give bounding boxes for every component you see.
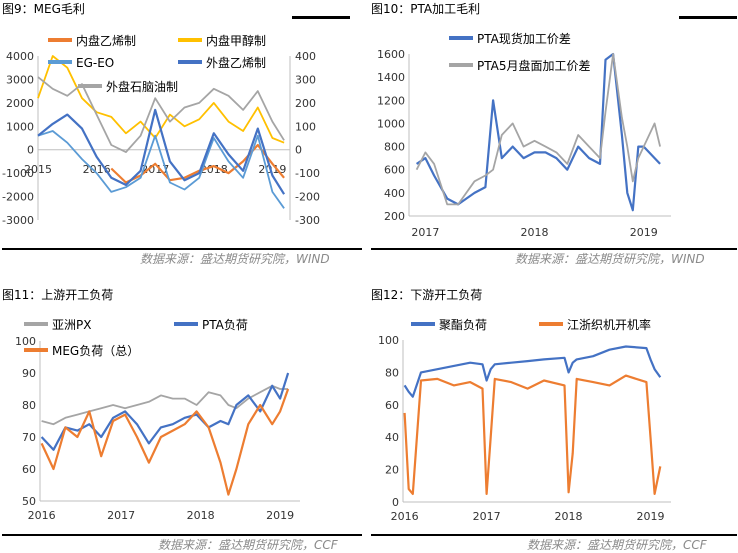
x-tick-label: 2017 — [107, 509, 135, 522]
title-bar — [679, 16, 737, 19]
legend-label: EG-EO — [76, 56, 114, 70]
y-tick-label: -2000 — [2, 191, 34, 204]
x-tick-label: 2018 — [521, 226, 549, 239]
y-tick-label: 1600 — [377, 48, 405, 61]
legend-label: 江浙织机开机率 — [567, 317, 651, 332]
x-tick-label: 2018 — [200, 163, 228, 176]
chart-source: 数据来源：盛达期货研究院，CCF — [158, 538, 338, 552]
series-line — [40, 372, 290, 451]
y-tick-label: 600 — [384, 164, 405, 177]
title-bar — [292, 16, 350, 19]
y-tick-label: 80 — [385, 366, 399, 379]
y-right-tick-label: -100 — [295, 167, 320, 180]
x-tick-label: 2017 — [411, 226, 439, 239]
chart-title: 图10：PTA加工毛利 — [371, 2, 481, 16]
series-line — [415, 53, 661, 206]
y-tick-label: 40 — [385, 431, 399, 444]
y-right-tick-label: -200 — [295, 191, 320, 204]
legend-label: PTA现货加工价差 — [477, 31, 571, 46]
y-tick-label: 100 — [15, 335, 36, 348]
chart-panel-downstream: 图12：下游开工负荷 100 80 60 40 20 0 2016 2017 2018 2019 聚… — [369, 282, 738, 552]
chart-panel-pta: 图10：PTA加工毛利 1600 1400 1200 1000 800 600 400 200… — [369, 0, 738, 270]
chart-panel-upstream: 图11：上游开工负荷 100 90 80 70 60 50 2016 2017 2018 2019… — [0, 282, 369, 552]
y-tick-label: 60 — [385, 399, 399, 412]
x-tick-label: 2019 — [630, 226, 658, 239]
series-line — [37, 55, 285, 144]
series-line — [403, 345, 662, 398]
legend-label: 聚酯负荷 — [439, 318, 487, 332]
y-tick-label: 70 — [22, 431, 36, 444]
legend-label: 内盘甲醇制 — [206, 33, 266, 48]
y-tick-label: -1000 — [2, 167, 34, 180]
y-tick-label: 60 — [22, 463, 36, 476]
legend-label: 内盘乙烯制 — [76, 33, 136, 48]
x-tick-label: 2017 — [473, 510, 501, 523]
y-right-tick-label: 200 — [295, 97, 316, 110]
legend-label: 亚洲PX — [52, 318, 91, 332]
y-tick-label: 50 — [22, 495, 36, 508]
y-right-tick-label: 400 — [295, 50, 316, 63]
y-right-tick-label: -300 — [295, 214, 320, 227]
x-tick-label: 2015 — [24, 163, 52, 176]
y-tick-label: 1400 — [377, 71, 405, 84]
y-tick-label: 90 — [22, 367, 36, 380]
y-tick-label: 200 — [384, 210, 405, 223]
y-tick-label: 400 — [384, 187, 405, 200]
x-tick-label: 2016 — [391, 510, 419, 523]
legend-label: MEG负荷（总） — [52, 344, 139, 358]
chart-source: 数据来源：盛达期货研究院，WIND — [515, 252, 705, 266]
divider-line — [2, 534, 362, 536]
chart-source: 数据来源：盛达期货研究院，CCF — [527, 538, 707, 552]
legend-label: 外盘石脑油制 — [106, 79, 178, 94]
y-tick-label: 0 — [27, 144, 34, 157]
legend-label: PTA5月盘面加工价差 — [477, 58, 590, 73]
legend-label: 外盘乙烯制 — [206, 55, 266, 70]
x-tick-label: 2019 — [637, 510, 665, 523]
series-line — [37, 130, 285, 209]
chart-plot-meg: 40003000200010000-1000-2000-300040030020… — [2, 33, 320, 227]
y-tick-label: 1000 — [6, 120, 34, 133]
y-tick-label: 20 — [385, 464, 399, 477]
y-tick-label: 4000 — [6, 50, 34, 63]
series-line — [37, 108, 286, 195]
divider-line — [371, 534, 737, 536]
chart-plot-pta: 1600 1400 1200 1000 800 600 400 200 2017 2018 2019… — [377, 31, 671, 239]
x-tick-label: 2018 — [187, 509, 215, 522]
y-right-tick-label: 100 — [295, 120, 316, 133]
x-tick-label: 2018 — [555, 510, 583, 523]
y-right-tick-label: 300 — [295, 73, 316, 86]
series-line — [415, 52, 661, 212]
y-tick-label: 0 — [392, 496, 399, 509]
y-tick-label: -3000 — [2, 214, 34, 227]
y-tick-label: 80 — [22, 399, 36, 412]
chart-title: 图9：MEG毛利 — [2, 2, 85, 16]
chart-panel-meg: 图9：MEG毛利 4000 3000 2000 1000 0 -1000 -2000 -300… — [0, 0, 369, 270]
y-tick-label: 1000 — [377, 117, 405, 130]
y-tick-label: 100 — [378, 334, 399, 347]
y-tick-label: 1200 — [377, 94, 405, 107]
series-line — [41, 384, 289, 426]
y-tick-label: 800 — [384, 141, 405, 154]
legend-label: PTA负荷 — [202, 318, 248, 332]
series-line — [403, 374, 662, 495]
series-line — [40, 388, 290, 496]
chart-title: 图11：上游开工负荷 — [2, 288, 114, 302]
y-tick-label: 3000 — [6, 73, 34, 86]
chart-source: 数据来源：盛达期货研究院，WIND — [140, 252, 330, 266]
x-tick-label: 2016 — [28, 509, 56, 522]
y-tick-label: 2000 — [6, 97, 34, 110]
chart-title: 图12：下游开工负荷 — [371, 288, 483, 302]
x-tick-label: 2019 — [266, 509, 294, 522]
y-right-tick-label: 0 — [295, 144, 302, 157]
divider-line — [371, 248, 737, 250]
divider-line — [2, 248, 362, 250]
